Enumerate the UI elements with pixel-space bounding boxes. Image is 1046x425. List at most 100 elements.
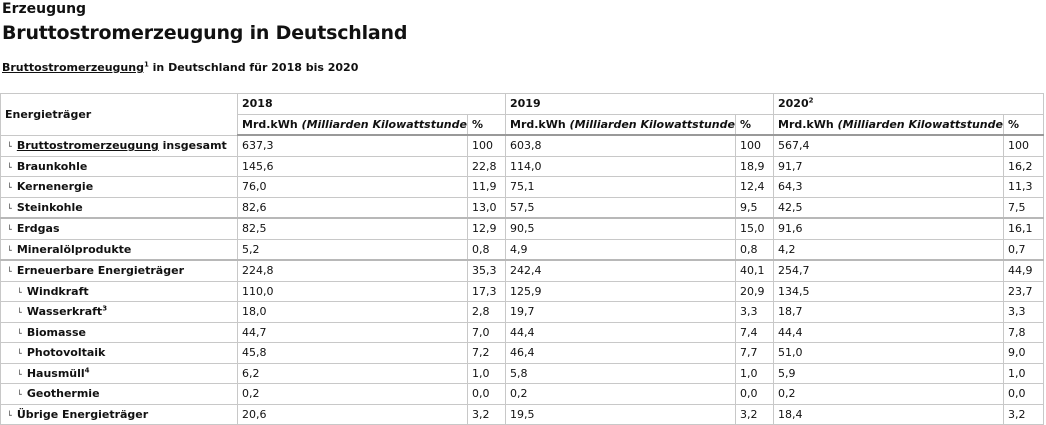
value-cell: 44,4 [773, 321, 1004, 343]
table-row: └ Bruttostromerzeugung insgesamt 637,3 100 6… [0, 134, 1044, 157]
tree-branch-icon: └ [17, 328, 22, 338]
tree-branch-icon: └ [7, 183, 12, 193]
row-label: Kernenergie [16, 180, 94, 194]
percent-cell: 100 [735, 134, 774, 157]
row-label: Braunkohle [16, 159, 88, 173]
percent-cell: 7,7 [735, 342, 774, 364]
row-label-cell: └ Steinkohle [0, 196, 238, 219]
percent-cell: 7,2 [467, 342, 506, 364]
year-label: 2019 [510, 97, 541, 111]
percent-header: % [735, 113, 774, 136]
footnote-ref[interactable]: 4 [84, 366, 90, 375]
percent-cell: 2,8 [467, 301, 506, 323]
footnote-ref[interactable]: 1 [143, 60, 149, 69]
unit-description: (Milliarden Kilowattstunden) [837, 117, 1004, 131]
percent-cell: 16,1 [1003, 217, 1044, 240]
percent-cell: 12,4 [735, 176, 774, 198]
percent-header: % [1003, 113, 1044, 136]
percent-cell: 0,8 [467, 238, 506, 261]
year-header: 2018 [237, 93, 506, 115]
unit-prefix: Mrd.kWh [510, 117, 570, 131]
row-label-cell: └ Hausmüll4 [0, 362, 238, 384]
row-label: Windkraft [26, 284, 89, 298]
row-label: Wasserkraft [26, 305, 103, 319]
table-row: └ Kernenergie 76,0 11,9 75,1 12,4 64,3 11,3 [0, 176, 1044, 198]
row-label-cell: └ Erneuerbare Energieträger [0, 259, 238, 282]
table-row: └ Photovoltaik 45,8 7,2 46,4 7,7 51,0 9,0 [0, 342, 1044, 364]
row-label-cell: └ Wasserkraft3 [0, 301, 238, 323]
unit-description: (Milliarden Kilowattstunden) [569, 117, 736, 131]
table-row: └ Windkraft 110,0 17,3 125,9 20,9 134,5 23,7 [0, 280, 1044, 302]
percent-cell: 12,9 [467, 217, 506, 240]
table-row: └ Geothermie 0,2 0,0 0,2 0,0 0,2 0,0 [0, 383, 1044, 405]
year-label: 2018 [242, 97, 273, 111]
value-cell: 45,8 [237, 342, 468, 364]
value-cell: 91,6 [773, 217, 1004, 240]
tree-branch-icon: └ [7, 245, 12, 255]
tree-branch-icon: └ [17, 349, 22, 359]
caption-link[interactable]: Bruttostromerzeugung [2, 61, 144, 74]
row-label: Biomasse [26, 325, 86, 339]
row-header-label: Energieträger [0, 93, 238, 136]
table-row: └ Wasserkraft3 18,0 2,8 19,7 3,3 18,7 3,3 [0, 301, 1044, 323]
value-cell: 91,7 [773, 155, 1004, 177]
unit-header: Mrd.kWh (Milliarden Kilowattstunden) [237, 113, 468, 136]
value-cell: 125,9 [505, 280, 736, 302]
table-row: └ Mineralölprodukte 5,2 0,8 4,9 0,8 4,2 0,7 [0, 238, 1044, 261]
percent-cell: 22,8 [467, 155, 506, 177]
value-cell: 90,5 [505, 217, 736, 240]
percent-cell: 1,0 [1003, 362, 1044, 384]
percent-cell: 15,0 [735, 217, 774, 240]
value-cell: 5,2 [237, 238, 468, 261]
row-label-link[interactable]: Bruttostromerzeugung [16, 139, 159, 152]
value-cell: 567,4 [773, 134, 1004, 157]
percent-cell: 3,2 [467, 403, 506, 425]
percent-cell: 7,8 [1003, 321, 1044, 343]
percent-cell: 0,0 [1003, 383, 1044, 405]
tree-branch-icon: └ [7, 203, 12, 213]
table-row: └ Hausmüll4 6,2 1,0 5,8 1,0 5,9 1,0 [0, 362, 1044, 384]
unit-prefix: Mrd.kWh [778, 117, 838, 131]
value-cell: 0,2 [237, 383, 468, 405]
percent-cell: 7,0 [467, 321, 506, 343]
footnote-ref[interactable]: 3 [102, 304, 108, 313]
table-row: └ Steinkohle 82,6 13,0 57,5 9,5 42,5 7,5 [0, 196, 1044, 219]
footnote-ref[interactable]: 2 [808, 96, 814, 105]
row-label: Erdgas [16, 222, 60, 236]
row-label-cell: └ Kernenergie [0, 176, 238, 198]
value-cell: 57,5 [505, 196, 736, 219]
percent-cell: 18,9 [735, 155, 774, 177]
percent-cell: 13,0 [467, 196, 506, 219]
unit-prefix: Mrd.kWh [242, 117, 302, 131]
row-label-cell: └ Biomasse [0, 321, 238, 343]
value-cell: 46,4 [505, 342, 736, 364]
row-label: Erneuerbare Energieträger [16, 264, 184, 278]
row-label-cell: └ Übrige Energieträger [0, 403, 238, 425]
value-cell: 5,8 [505, 362, 736, 384]
row-label: Photovoltaik [26, 346, 106, 360]
tree-branch-icon: └ [7, 267, 12, 277]
year-header-row: Energieträger 2018 2019 20202 [0, 93, 1044, 136]
percent-cell: 23,7 [1003, 280, 1044, 302]
value-cell: 18,0 [237, 301, 468, 323]
tree-branch-icon: └ [17, 308, 22, 318]
percent-cell: 9,5 [735, 196, 774, 219]
page-title: Bruttostromerzeugung in Deutschland [2, 22, 408, 44]
value-cell: 4,2 [773, 238, 1004, 261]
row-label: Mineralölprodukte [16, 242, 132, 256]
unit-description: (Milliarden Kilowattstunden) [301, 117, 468, 131]
tree-branch-icon: └ [7, 162, 12, 172]
value-cell: 76,0 [237, 176, 468, 198]
value-cell: 20,6 [237, 403, 468, 425]
value-cell: 44,4 [505, 321, 736, 343]
value-cell: 18,4 [773, 403, 1004, 425]
tree-branch-icon: └ [7, 410, 12, 420]
percent-cell: 0,8 [735, 238, 774, 261]
percent-cell: 35,3 [467, 259, 506, 282]
value-cell: 42,5 [773, 196, 1004, 219]
value-cell: 19,5 [505, 403, 736, 425]
percent-cell: 16,2 [1003, 155, 1044, 177]
value-cell: 110,0 [237, 280, 468, 302]
percent-cell: 7,5 [1003, 196, 1044, 219]
